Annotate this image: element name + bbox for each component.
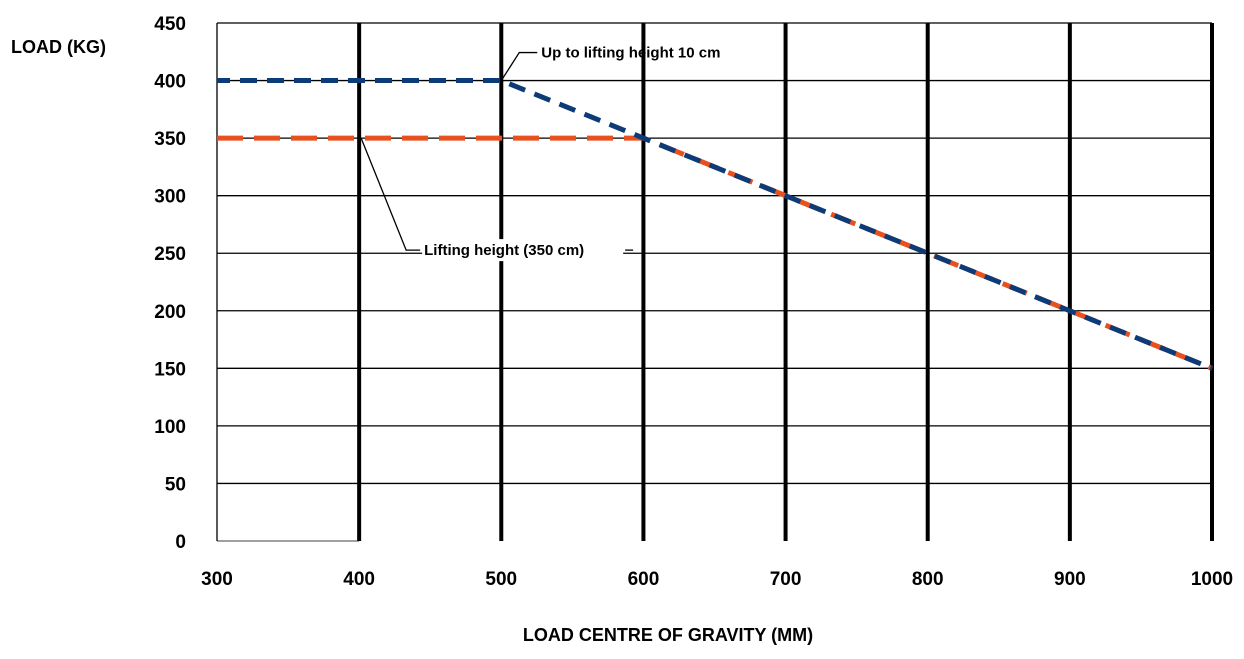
y-tick-label: 400 [154, 72, 186, 93]
tick-labels: 0 50 100 150 200 250 300 350 400 450 300 400 500 600 7… [154, 14, 1233, 590]
y-tick-label: 450 [154, 14, 186, 35]
x-tick-label: 1000 [1191, 569, 1233, 590]
x-tick-label: 800 [912, 569, 944, 590]
y-tick-label: 350 [154, 129, 186, 150]
y-tick-label: 150 [154, 359, 186, 380]
x-tick-label: 500 [485, 569, 517, 590]
x-axis-title: LOAD CENTRE OF GRAVITY (MM) [523, 625, 813, 645]
annotation-leader [360, 137, 421, 251]
y-tick-label: 200 [154, 302, 186, 323]
y-tick-label: 0 [175, 532, 186, 553]
annotation-label: Lifting height (350 cm) [424, 242, 584, 259]
y-tick-label: 50 [165, 474, 186, 495]
x-tick-label: 400 [343, 569, 375, 590]
series-lines [217, 78, 1213, 371]
annotation-leader [500, 51, 538, 81]
annotations: Up to lifting height 10 cm Lifting height… [360, 45, 720, 262]
y-tick-label: 300 [154, 187, 186, 208]
series-line [217, 78, 1213, 371]
x-tick-label: 700 [770, 569, 802, 590]
y-tick-label: 100 [154, 417, 186, 438]
y-tick-label: 250 [154, 244, 186, 265]
x-tick-label: 900 [1054, 569, 1086, 590]
annotation-label: Up to lifting height 10 cm [541, 45, 720, 62]
grid [216, 22, 1214, 542]
annotation-background [422, 239, 624, 262]
x-tick-label: 300 [201, 569, 233, 590]
y-axis-title: LOAD (KG) [11, 37, 106, 57]
x-tick-label: 600 [628, 569, 660, 590]
